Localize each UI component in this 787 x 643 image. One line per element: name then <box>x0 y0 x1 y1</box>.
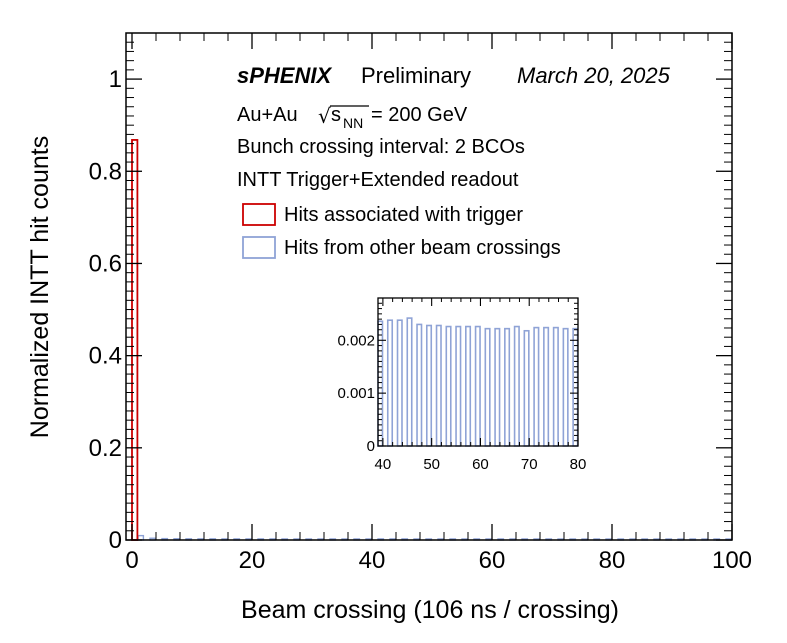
legend-label-other: Hits from other beam crossings <box>284 237 561 259</box>
sqrt-symbol: √ <box>318 104 331 128</box>
x-tick-label: 0 <box>125 547 138 574</box>
x-axis-title: Beam crossing (106 ns / crossing) <box>241 596 619 624</box>
x-tick-label: 100 <box>712 547 752 574</box>
status-label: Preliminary <box>361 63 471 88</box>
y-tick-label: 0.8 <box>89 158 122 185</box>
date-label: March 20, 2025 <box>517 63 671 88</box>
x-tick-label: 40 <box>359 547 386 574</box>
readout-label: INTT Trigger+Extended readout <box>237 169 519 191</box>
plot-frame <box>125 32 733 541</box>
bunch-interval-label: Bunch crossing interval: 2 BCOs <box>237 136 525 158</box>
energy-var-subscript: NN <box>343 115 363 131</box>
y-tick-label: 0 <box>109 527 122 554</box>
inset-y-tick-label: 0.001 <box>337 385 375 402</box>
y-tick-label: 0.2 <box>89 435 122 462</box>
legend-swatch-other <box>242 236 276 259</box>
inset-y-tick-label: 0.002 <box>337 332 375 349</box>
legend-swatch-trigger <box>242 203 276 226</box>
inset-x-tick-label: 50 <box>423 456 440 473</box>
x-tick-label: 80 <box>599 547 626 574</box>
collision-system: Au+Au <box>237 104 298 126</box>
y-tick-label: 0.4 <box>89 343 122 370</box>
y-tick-label: 1 <box>109 66 122 93</box>
inset-x-tick-label: 60 <box>472 456 489 473</box>
legend-label-trigger: Hits associated with trigger <box>284 204 523 226</box>
inset-x-tick-label: 70 <box>521 456 538 473</box>
x-tick-label: 60 <box>479 547 506 574</box>
inset-y-tick-label: 0 <box>367 438 375 455</box>
y-axis-title: Normalized INTT hit counts <box>26 136 54 438</box>
inset-x-tick-label: 40 <box>375 456 392 473</box>
annotation-block: sPHENIX Preliminary March 20, 2025 Au+Au… <box>237 63 671 191</box>
energy-var: s <box>331 104 341 126</box>
legend: Hits associated with trigger Hits from o… <box>242 203 561 259</box>
experiment-label: sPHENIX <box>237 63 332 88</box>
y-tick-label: 0.6 <box>89 250 122 277</box>
energy-value: = 200 GeV <box>371 104 468 126</box>
inset-ticks: 40 50 60 70 80 0 0.001 0.002 <box>337 298 586 473</box>
main-ticks: 0 20 40 60 80 100 0 0.2 0.4 0.6 0.8 1 <box>89 32 752 574</box>
x-tick-label: 20 <box>239 547 266 574</box>
inset-x-tick-label: 80 <box>570 456 587 473</box>
